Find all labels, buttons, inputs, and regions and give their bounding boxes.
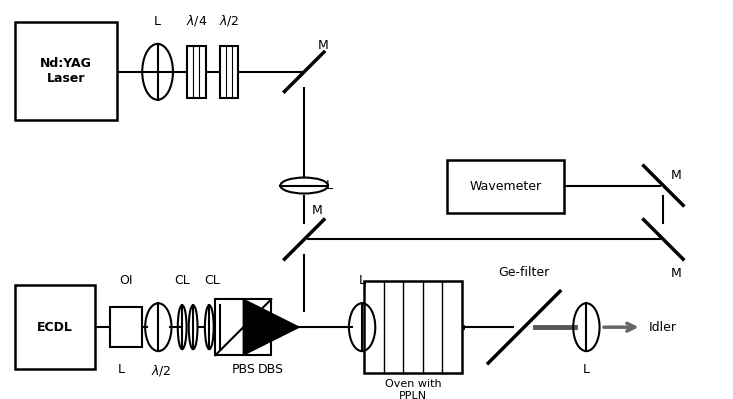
Bar xyxy=(216,299,271,355)
Bar xyxy=(220,46,237,98)
Text: OI: OI xyxy=(119,274,133,287)
Text: CL: CL xyxy=(205,274,221,287)
Bar xyxy=(364,281,462,373)
Text: M: M xyxy=(312,204,323,217)
Text: Oven with
PPLN: Oven with PPLN xyxy=(385,379,441,399)
Bar xyxy=(15,285,95,369)
Text: L: L xyxy=(358,274,366,287)
Bar xyxy=(447,160,564,213)
Text: ECDL: ECDL xyxy=(37,321,73,334)
Text: $\lambda$/2: $\lambda$/2 xyxy=(151,363,172,378)
Polygon shape xyxy=(243,299,299,355)
Text: M: M xyxy=(671,168,682,182)
Text: L: L xyxy=(117,363,125,376)
Bar xyxy=(188,46,205,98)
Bar xyxy=(15,22,117,120)
Text: Ge-filter: Ge-filter xyxy=(498,266,550,279)
Text: L: L xyxy=(326,179,334,192)
Text: DBS: DBS xyxy=(258,363,284,376)
Text: Wavemeter: Wavemeter xyxy=(470,180,542,193)
Bar xyxy=(110,307,142,347)
Text: M: M xyxy=(317,39,328,52)
Text: L: L xyxy=(154,15,161,28)
Text: $\lambda$/2: $\lambda$/2 xyxy=(218,13,239,28)
Text: Idler: Idler xyxy=(649,321,677,334)
Text: M: M xyxy=(671,267,682,280)
Text: Nd:YAG
Laser: Nd:YAG Laser xyxy=(40,57,92,85)
Text: L: L xyxy=(583,363,590,376)
Text: PBS: PBS xyxy=(232,363,255,376)
Text: $\lambda$/4: $\lambda$/4 xyxy=(185,13,207,28)
Text: CL: CL xyxy=(174,274,190,287)
